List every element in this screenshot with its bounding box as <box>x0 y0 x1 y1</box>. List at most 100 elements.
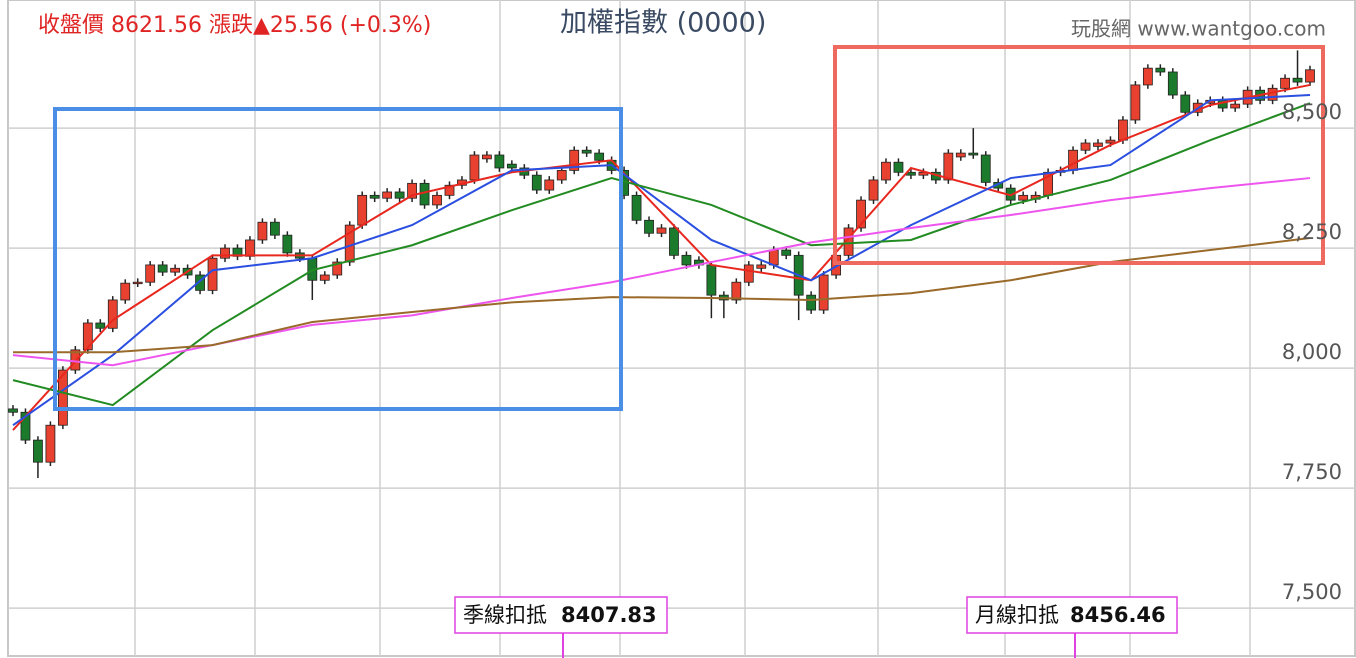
source: 玩股網 www.wantgoo.com <box>1071 17 1326 41</box>
plot-frame <box>7 0 1356 657</box>
candle-body <box>170 267 181 273</box>
candle-body <box>806 294 817 311</box>
candle-body <box>145 264 156 283</box>
candle-body <box>245 239 255 257</box>
candle-body <box>594 152 605 161</box>
candle-body <box>319 274 330 281</box>
candle-body <box>120 282 131 301</box>
candle-body <box>82 322 93 351</box>
candle-body <box>1018 194 1029 201</box>
candle-body <box>868 179 879 201</box>
candle-body <box>843 227 854 256</box>
candle-body <box>1118 119 1128 141</box>
candle-body <box>1080 142 1091 151</box>
candle-body <box>1142 67 1153 86</box>
candle-body <box>943 152 954 181</box>
candle-body <box>1105 139 1116 144</box>
candle-body <box>33 439 43 463</box>
candle-body <box>482 154 492 160</box>
candle-body <box>743 264 754 283</box>
y-tick-label: 8,250 <box>1282 220 1342 244</box>
y-tick-label: 8,000 <box>1282 340 1342 364</box>
annotation: 季線扣抵 8407.83 <box>454 596 668 658</box>
candle-body <box>569 149 580 171</box>
y-tick-label: 7,500 <box>1282 580 1342 604</box>
chart-title: 加權指數 (0000) <box>560 8 766 39</box>
annotation-box <box>966 596 1178 634</box>
candle-body <box>132 281 143 285</box>
candle-body <box>494 154 505 169</box>
candle-body <box>1068 149 1078 171</box>
candle-body <box>856 199 866 229</box>
candle-body <box>669 227 679 256</box>
annotation-label: 月線扣抵 <box>975 603 1059 627</box>
candle-body <box>1292 77 1303 83</box>
moving-average-line <box>12 83 1311 431</box>
candle-body <box>1267 87 1278 101</box>
candle-body <box>631 194 642 221</box>
candle-body <box>394 191 405 199</box>
moving-average-line <box>12 94 1311 427</box>
moving-average-line <box>13 237 1311 354</box>
candle-body <box>220 247 230 259</box>
candle-body <box>1093 142 1103 147</box>
highlight-box <box>53 107 623 411</box>
candle-body <box>382 191 393 199</box>
candle-body <box>207 257 218 291</box>
y-tick-label: 7,750 <box>1282 460 1342 484</box>
candle-body <box>581 149 592 154</box>
candle-body <box>257 221 268 241</box>
candle-body <box>444 184 455 196</box>
candle-body <box>1167 71 1178 96</box>
annotation-box <box>454 596 668 634</box>
candle-body <box>195 274 205 291</box>
annotation-value: 8407.83 <box>561 603 657 627</box>
candle-body <box>531 174 542 191</box>
candle-body <box>955 152 966 158</box>
candle-body <box>1305 69 1315 83</box>
candle-body <box>1280 77 1290 89</box>
horizontal-grid <box>8 127 1355 609</box>
candle-body <box>282 234 293 254</box>
annotation-value: 8456.46 <box>1070 603 1166 627</box>
candle-body <box>731 281 742 301</box>
candle-body <box>1130 84 1141 121</box>
candle-body <box>768 249 779 266</box>
candle-body <box>8 408 18 413</box>
candle-body <box>407 182 417 199</box>
candle-body <box>157 264 168 273</box>
candle-body <box>369 194 380 199</box>
candle-body <box>544 179 555 191</box>
quote: 收盤價 8621.56 漲跌▲25.56 (+0.3%) <box>38 13 431 38</box>
candle-body <box>269 221 280 236</box>
candle-body <box>644 219 654 234</box>
candle-body <box>1230 103 1241 109</box>
candle-body <box>469 154 480 181</box>
candle-body <box>980 154 991 183</box>
annotation-label: 季線扣抵 <box>463 603 547 627</box>
candle-body <box>818 274 829 311</box>
candle-body <box>57 369 68 426</box>
candle-body <box>656 227 667 234</box>
candle-body <box>357 194 368 226</box>
candle-body <box>432 194 442 206</box>
candle-body <box>506 163 517 169</box>
candle-body <box>1155 67 1166 73</box>
candle-body <box>20 411 31 441</box>
candle-body <box>706 264 717 296</box>
candle-body <box>107 299 118 329</box>
highlight-box <box>833 45 1325 265</box>
candle-body <box>756 264 767 269</box>
y-axis: 7,500 7,750 8,000 8,250 8,500 <box>1282 100 1342 604</box>
y-tick-label: 8,500 <box>1282 100 1342 124</box>
candle-body <box>681 254 692 266</box>
candle-body <box>95 322 106 329</box>
candle-body <box>893 161 904 173</box>
annotation: 月線扣抵 8456.46 <box>966 596 1178 658</box>
candle-body <box>881 161 891 181</box>
candle-body <box>556 169 567 181</box>
candle-body <box>45 424 56 463</box>
candle-body <box>968 152 979 156</box>
